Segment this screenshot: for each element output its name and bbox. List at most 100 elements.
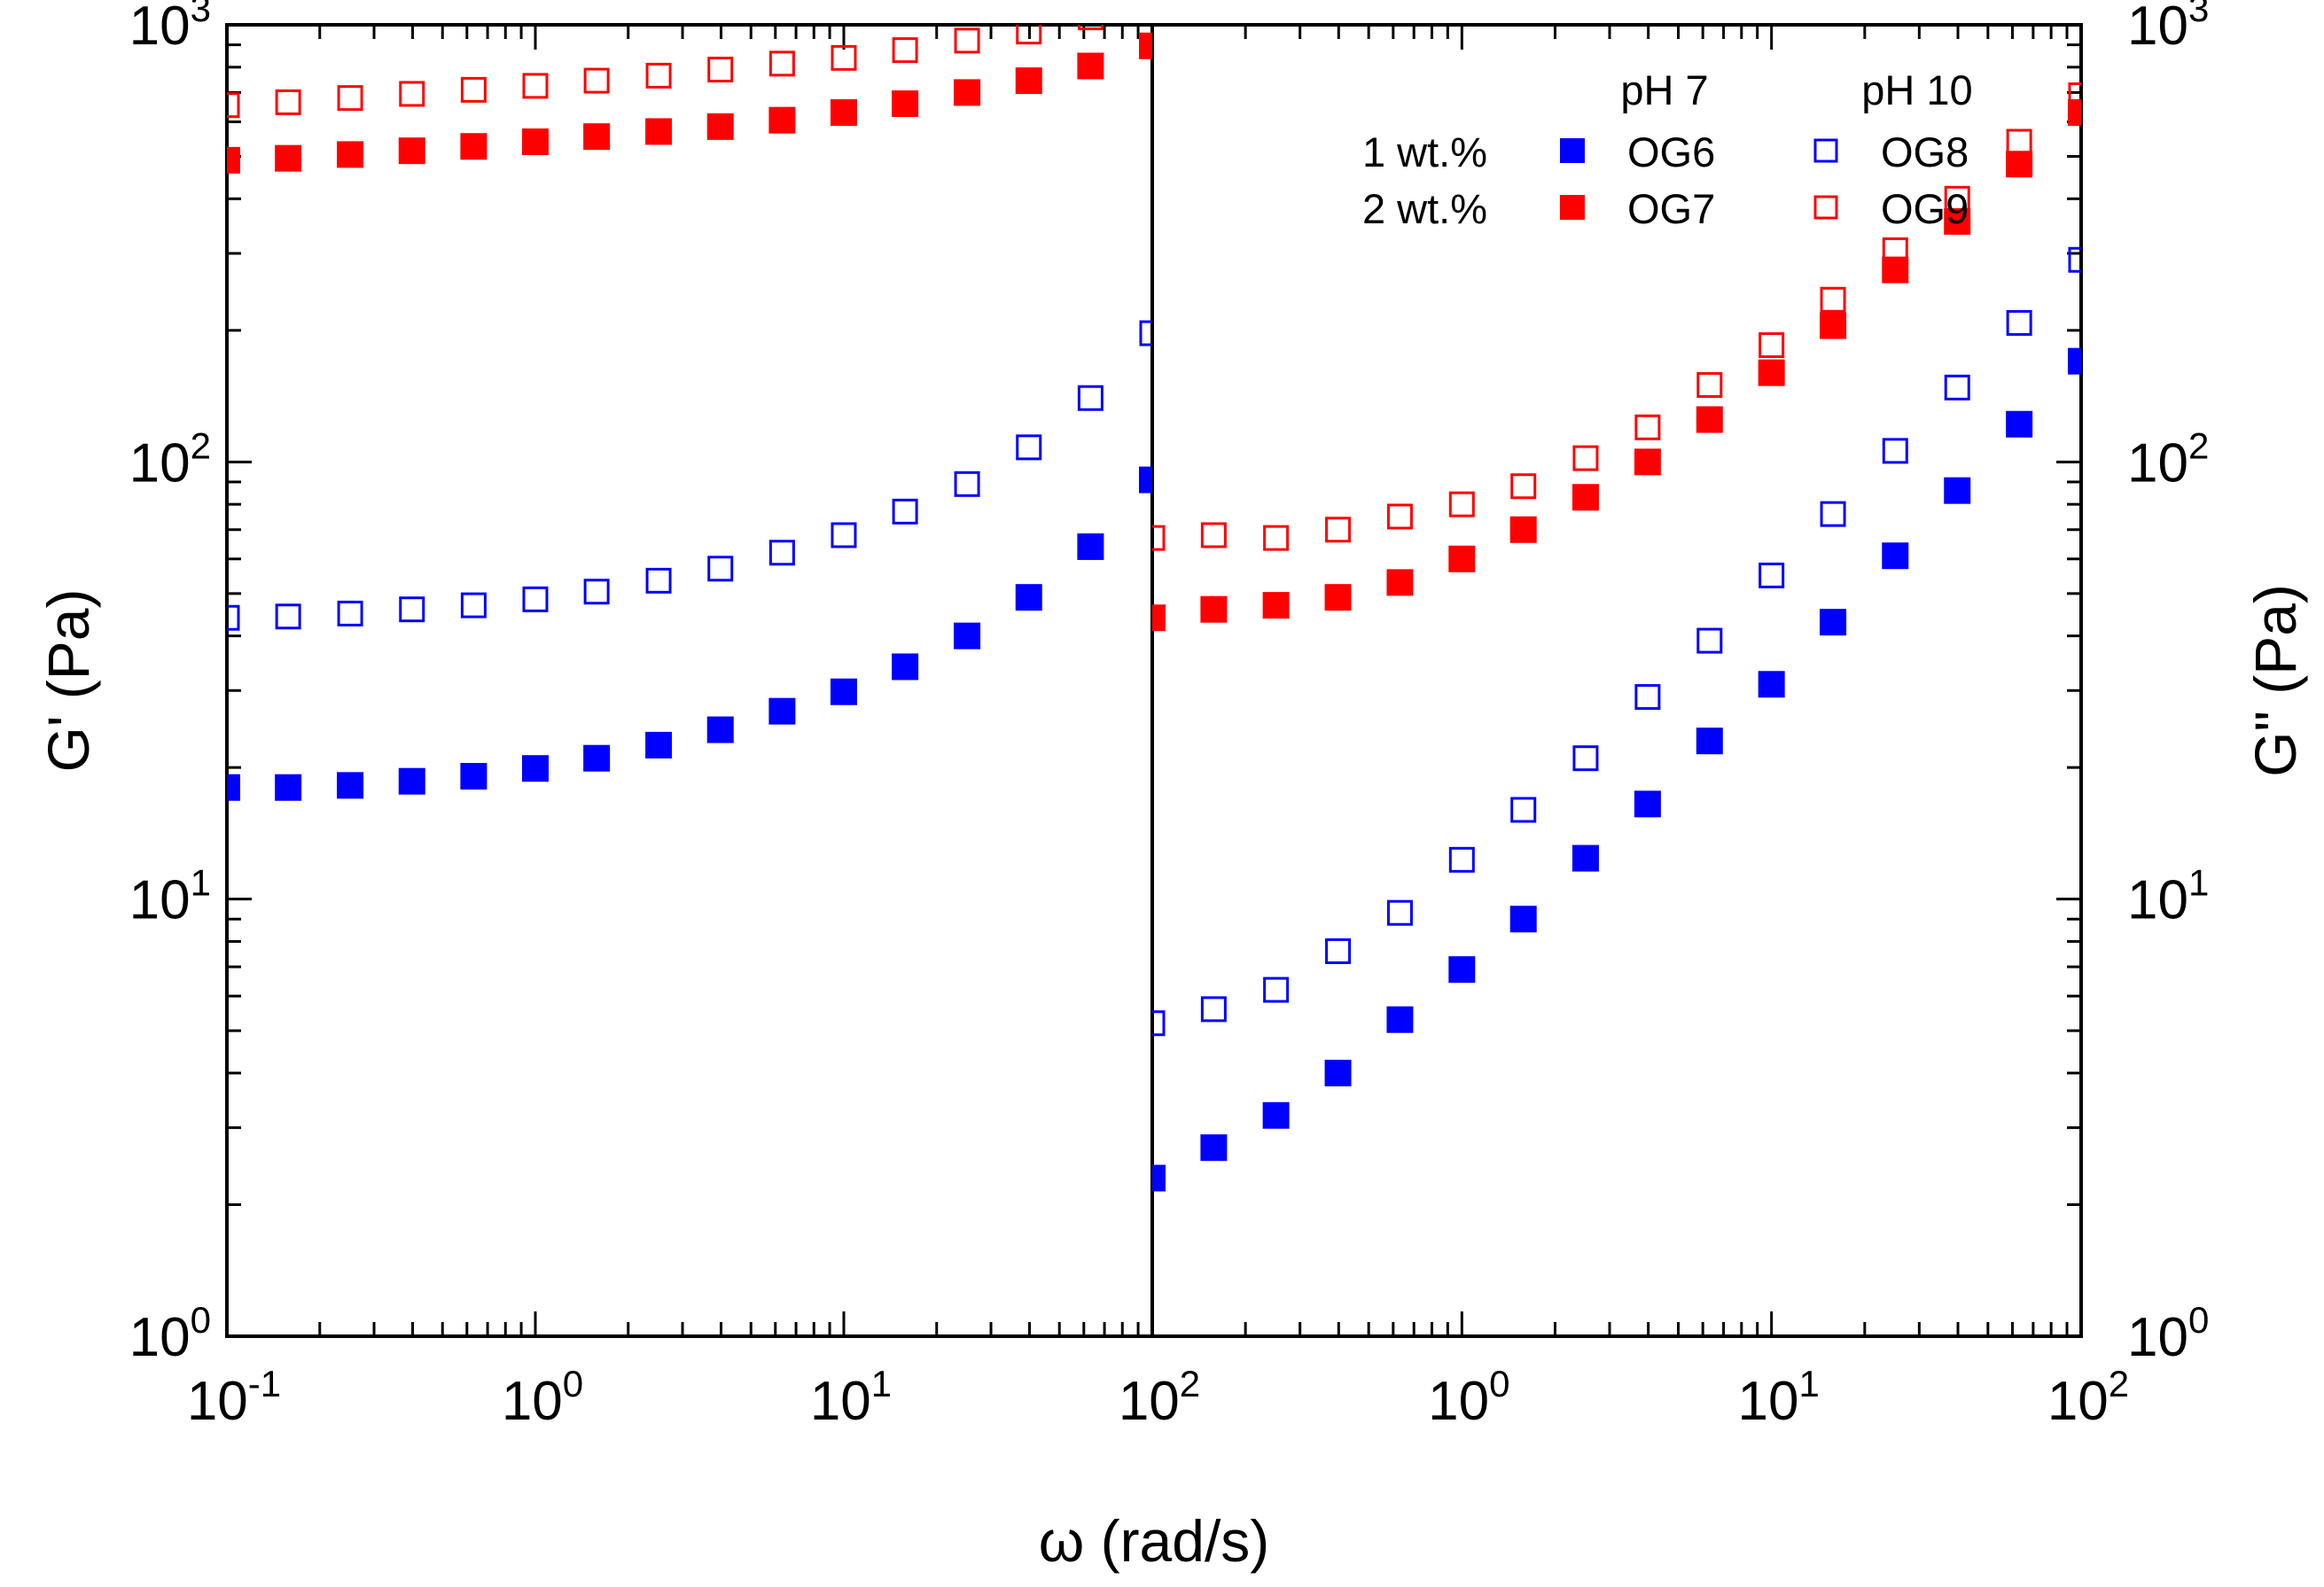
data-point-og7 — [1758, 359, 1785, 386]
tick-base: 10 — [129, 0, 191, 57]
series-og7-panel-2 — [1152, 98, 2081, 632]
series-og8-panel-2 — [1152, 246, 2081, 1037]
data-point-og8 — [1510, 797, 1537, 823]
data-point-og8 — [1944, 374, 1970, 401]
tick-base: 10 — [129, 1307, 191, 1368]
data-point-og7 — [831, 98, 857, 126]
data-point-og6 — [892, 653, 919, 681]
series-og9-panel-1 — [227, 25, 1104, 119]
data-point-og8 — [1448, 846, 1475, 873]
legend: pH 7 pH 10 1 wt.% 2 wt.% OG6 OG8 OG7 OG9 — [1362, 66, 1973, 232]
data-point-og8 — [1696, 627, 1723, 654]
legend-row-label: 2 wt.% — [1362, 185, 1487, 232]
series-og6-panel-1 — [227, 466, 1152, 801]
data-point-og9 — [768, 51, 795, 77]
data-point-og7 — [1324, 584, 1352, 611]
data-point-og6 — [337, 772, 364, 799]
data-point-og9 — [1634, 414, 1661, 440]
tick-base: 10 — [187, 1371, 248, 1432]
data-point-og7 — [460, 133, 487, 160]
data-point-og6 — [1944, 477, 1971, 504]
data-point-og8 — [1572, 745, 1599, 772]
data-point-og6 — [831, 678, 857, 705]
data-point-og8 — [1759, 562, 1785, 588]
tick-base: 10 — [810, 1371, 871, 1432]
data-point-og7 — [2006, 151, 2033, 178]
data-point-og7 — [227, 146, 240, 174]
tick-base: 10 — [1119, 1371, 1180, 1432]
tick-base: 10 — [129, 432, 191, 494]
series-og9-panel-2 — [1152, 82, 2081, 551]
x-axis-title: ω (rad/s) — [1039, 1508, 1270, 1574]
y-tick-label-right: 101 — [2127, 862, 2209, 931]
data-point-og8 — [1077, 385, 1104, 411]
data-point-og9 — [583, 67, 610, 94]
data-point-og9 — [227, 92, 240, 119]
data-point-og7 — [1509, 516, 1537, 543]
y-tick-label-left: 103 — [129, 0, 211, 57]
data-point-og8 — [522, 586, 549, 612]
data-point-og7 — [398, 137, 425, 165]
data-point-og7 — [1262, 592, 1290, 619]
data-point-og7 — [583, 123, 611, 151]
y-axis-title-left: G' (Pa) — [35, 589, 101, 773]
data-point-og6 — [1152, 1164, 1166, 1192]
data-point-og8 — [1139, 320, 1152, 346]
legend-marker-og9 — [1813, 195, 1838, 220]
data-point-og9 — [1386, 503, 1413, 530]
data-point-og7 — [1820, 312, 1847, 339]
data-point-og8 — [337, 600, 363, 626]
data-point-og9 — [522, 73, 549, 99]
tick-exponent: 1 — [1798, 1363, 1819, 1404]
x-tick-label: 100 — [502, 1363, 583, 1432]
data-point-og6 — [460, 763, 487, 790]
data-point-og7 — [337, 141, 364, 168]
data-point-og9 — [2006, 128, 2032, 155]
series-og6-panel-2 — [1152, 347, 2081, 1192]
y-tick-label-left: 101 — [129, 862, 211, 931]
data-point-og9 — [1016, 25, 1042, 45]
data-point-og8 — [460, 592, 487, 618]
data-point-og9 — [337, 85, 363, 112]
data-point-og8 — [1386, 899, 1413, 926]
data-point-og6 — [2006, 410, 2033, 438]
tick-base: 10 — [2127, 870, 2188, 931]
tick-base: 10 — [502, 1371, 563, 1432]
x-tick-label: 102 — [2047, 1363, 2129, 1432]
data-point-og8 — [1325, 937, 1352, 964]
tick-exponent: 1 — [191, 862, 211, 904]
x-tick-label: 10-1 — [187, 1363, 281, 1432]
data-point-og9 — [1944, 185, 1970, 212]
data-point-og8 — [1200, 996, 1227, 1023]
data-point-og8 — [831, 522, 857, 548]
series-og7-panel-1 — [227, 32, 1152, 174]
data-point-og6 — [1200, 1134, 1228, 1162]
data-point-og7 — [645, 118, 673, 145]
legend-label-og9: OG9 — [1881, 185, 1969, 232]
legend-header-ph7: pH 7 — [1620, 66, 1708, 113]
panel-1-points — [227, 25, 1152, 801]
data-point-og7 — [275, 144, 302, 172]
tick-exponent: 2 — [2109, 1363, 2129, 1404]
y-axis-title-right: G" (Pa) — [2242, 584, 2308, 777]
x-tick-label: 102 — [1119, 1363, 1200, 1432]
data-point-og9 — [892, 37, 918, 64]
data-point-og7 — [1944, 207, 1971, 235]
data-point-og9 — [1448, 491, 1475, 517]
data-point-og6 — [1758, 671, 1785, 698]
tick-base: 10 — [2047, 1371, 2109, 1432]
tick-base: 10 — [129, 870, 191, 931]
data-point-og6 — [1262, 1101, 1290, 1129]
data-point-og6 — [1820, 609, 1847, 636]
tick-base: 10 — [1428, 1371, 1489, 1432]
legend-label-og7: OG7 — [1627, 185, 1715, 232]
data-point-og6 — [275, 774, 302, 801]
data-point-og8 — [1152, 1010, 1166, 1037]
data-point-og6 — [583, 744, 611, 772]
data-point-og7 — [1200, 595, 1228, 623]
data-point-og6 — [2068, 347, 2081, 375]
data-point-og7 — [2068, 98, 2081, 126]
data-point-og8 — [2068, 246, 2081, 273]
tick-base: 10 — [2127, 0, 2188, 57]
data-point-og9 — [645, 62, 672, 89]
